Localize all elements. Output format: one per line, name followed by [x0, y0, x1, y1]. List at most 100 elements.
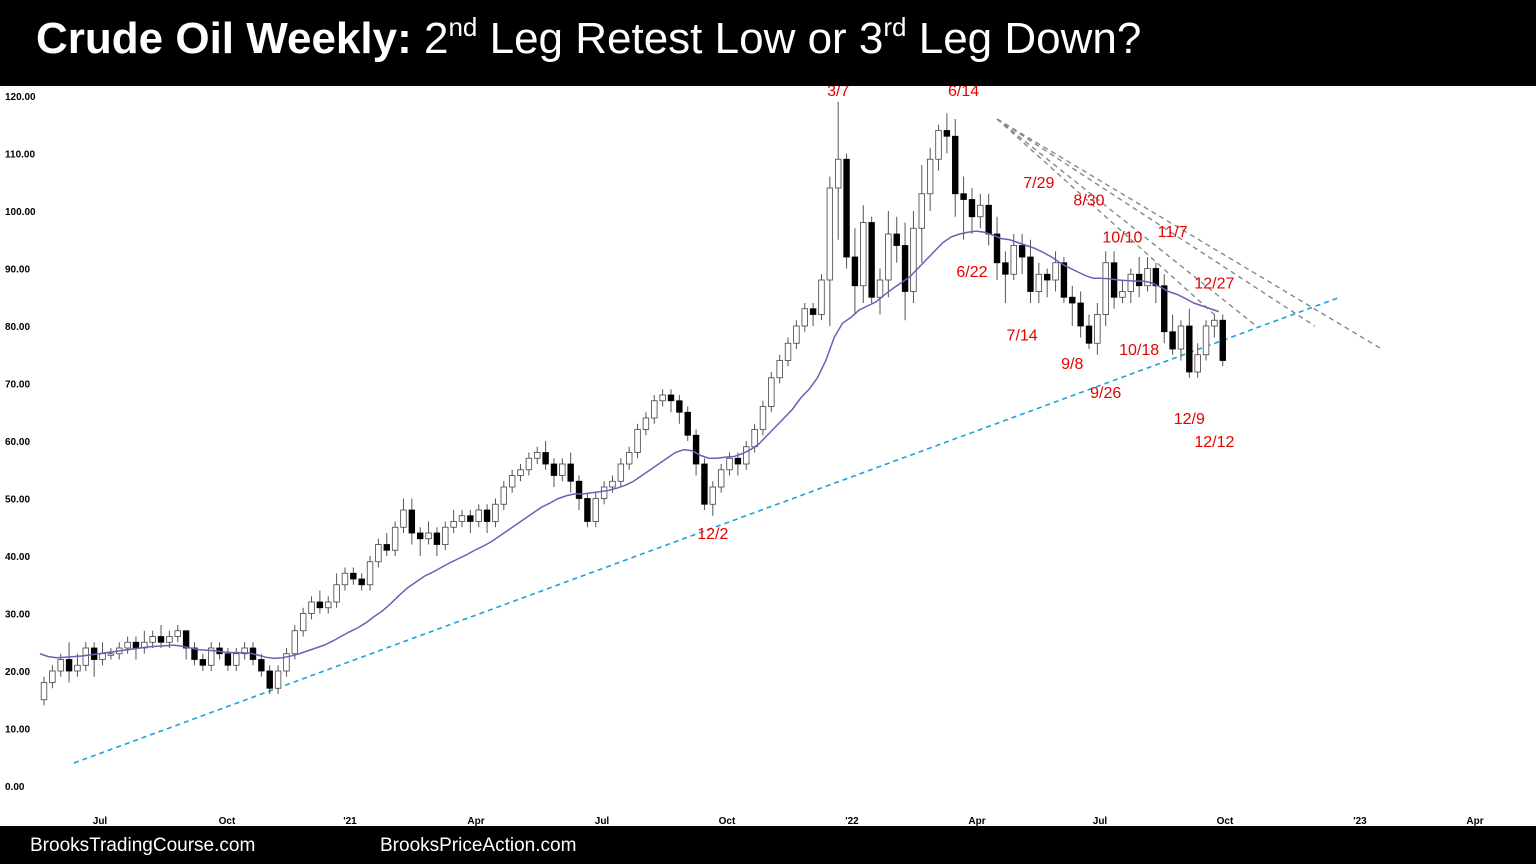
annotations: 3/7 6/14 7/29 8/30 10/10 11/7 6/22 12/27 7/14 9/8…	[697, 86, 1234, 543]
candle	[391, 521, 399, 556]
bear-candle-body	[1060, 262, 1068, 298]
x-tick-label: '22	[845, 816, 859, 826]
date-annotation: 7/29	[1023, 175, 1054, 192]
candle	[851, 228, 859, 315]
candle	[952, 119, 959, 217]
candle	[968, 188, 976, 234]
bear-candle-body	[1069, 296, 1076, 304]
bear-candle-body	[952, 135, 959, 195]
y-tick-label: 80.00	[5, 322, 30, 333]
bull-candle-body	[517, 469, 524, 476]
footer-right-link[interactable]: BrooksPriceAction.com	[380, 835, 577, 856]
candle	[1069, 285, 1076, 326]
date-annotation: 10/18	[1119, 342, 1159, 359]
date-annotation: 3/7	[827, 86, 849, 100]
candle	[1202, 320, 1210, 361]
candle	[492, 498, 499, 528]
bull-candle-body	[475, 509, 482, 522]
candle	[985, 193, 992, 246]
title-part-1: 2	[411, 14, 449, 63]
bear-candle-body	[676, 400, 683, 413]
candle	[174, 625, 181, 643]
candle	[366, 556, 374, 591]
candle	[885, 211, 892, 298]
bear-candle-body	[1044, 273, 1051, 281]
bull-candle-body	[99, 653, 106, 660]
candle	[910, 211, 917, 303]
date-annotation: 10/10	[1102, 230, 1142, 247]
bull-candle-body	[400, 509, 407, 528]
candle	[408, 498, 416, 545]
bear-candle-body	[350, 572, 357, 580]
bull-candle-body	[926, 158, 934, 195]
bull-candle-body	[341, 572, 349, 586]
bear-candle-body	[901, 245, 909, 292]
bear-candle-body	[692, 434, 700, 465]
bear-candle-body	[1152, 268, 1160, 287]
candle	[241, 642, 248, 660]
candle	[199, 653, 207, 671]
candle	[559, 458, 566, 482]
bear-candle-body	[483, 509, 491, 522]
bear-candle-body	[1077, 302, 1084, 327]
candle	[299, 607, 307, 637]
bull-candle-body	[743, 446, 750, 465]
candle	[233, 648, 240, 671]
candle	[1035, 262, 1043, 303]
candle	[935, 124, 942, 171]
ema-line	[39, 230, 1220, 660]
candle	[350, 567, 357, 585]
bear-candle-body	[383, 544, 390, 551]
bear-candle-body	[416, 532, 424, 540]
bear-candle-body	[1085, 325, 1093, 344]
bear-candle-body	[734, 457, 742, 465]
candle	[1085, 314, 1093, 349]
candle	[960, 176, 967, 240]
bear-candle-body	[1219, 319, 1226, 361]
bear-candle-body	[182, 630, 190, 649]
candle	[592, 492, 599, 528]
bull-candle-body	[291, 630, 298, 655]
candle	[860, 205, 867, 303]
bull-candle-body	[1127, 273, 1134, 292]
bull-candle-body	[1094, 314, 1101, 344]
bull-candle-body	[534, 452, 541, 459]
candle	[517, 464, 524, 482]
candle	[993, 216, 1001, 280]
candle	[818, 274, 825, 321]
candle	[809, 303, 817, 326]
y-tick-label: 70.00	[5, 380, 30, 391]
candle	[642, 412, 650, 436]
date-annotation: 9/8	[1061, 356, 1083, 373]
candle	[65, 642, 73, 683]
bull-candle-body	[801, 308, 808, 327]
bull-candle-body	[910, 227, 917, 292]
candle	[575, 475, 583, 510]
bear-candle-body	[467, 515, 474, 522]
bull-candle-body	[835, 158, 842, 189]
bull-candle-body	[709, 486, 716, 505]
candle	[734, 452, 742, 476]
candle	[659, 389, 666, 407]
title-bold: Crude Oil Weekly:	[36, 14, 412, 63]
bull-candle-body	[166, 636, 173, 643]
candle	[1211, 314, 1218, 338]
bull-candle-body	[609, 480, 616, 488]
candle	[1102, 251, 1109, 326]
bull-candle-body	[1202, 325, 1210, 356]
bear-candle-body	[1169, 331, 1176, 350]
bear-candle-body	[132, 641, 140, 649]
bear-candle-body	[1002, 262, 1009, 275]
bear-candle-body	[851, 256, 859, 287]
y-tick-label: 90.00	[5, 265, 30, 276]
candle	[1144, 257, 1151, 292]
candle	[90, 642, 98, 677]
candle	[191, 642, 198, 666]
bear-candle-body	[701, 463, 708, 505]
candle	[676, 395, 683, 424]
bear-candle-body	[1018, 245, 1026, 258]
candle	[1194, 343, 1201, 378]
footer-left-link[interactable]: BrooksTradingCourse.com	[30, 835, 256, 856]
bull-candle-body	[458, 515, 466, 522]
candle	[40, 676, 48, 706]
